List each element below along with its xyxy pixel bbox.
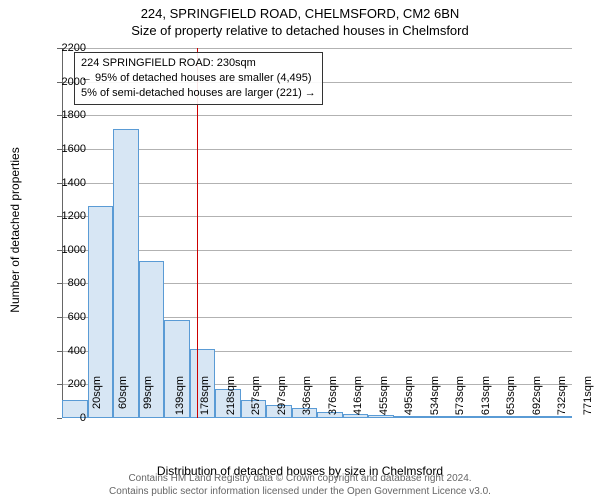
footer-line1: Contains HM Land Registry data © Crown c… xyxy=(0,472,600,485)
xtick-label: 653sqm xyxy=(505,376,517,415)
xtick-label: 99sqm xyxy=(142,376,154,409)
annotation-line3: 5% of semi-detached houses are larger (2… xyxy=(81,86,316,101)
gridline xyxy=(62,115,572,116)
histogram-bar xyxy=(368,415,394,418)
histogram-bar xyxy=(547,416,573,418)
xtick-label: 732sqm xyxy=(556,376,568,415)
xtick-label: 60sqm xyxy=(117,376,129,409)
gridline xyxy=(62,149,572,150)
gridline xyxy=(62,183,572,184)
xtick-label: 218sqm xyxy=(225,376,237,415)
gridline xyxy=(62,250,572,251)
footer-line2: Contains public sector information licen… xyxy=(0,485,600,498)
xtick-label: 455sqm xyxy=(378,376,390,415)
ytick-label: 600 xyxy=(46,311,86,323)
xtick-label: 297sqm xyxy=(276,376,288,415)
ytick-label: 2200 xyxy=(46,42,86,54)
xtick-label: 416sqm xyxy=(352,376,364,415)
histogram-bar xyxy=(113,129,139,418)
histogram-bar xyxy=(521,416,547,418)
ytick-label: 400 xyxy=(46,345,86,357)
page-title-line2: Size of property relative to detached ho… xyxy=(0,21,600,42)
xtick-label: 613sqm xyxy=(480,376,492,415)
xtick-label: 139sqm xyxy=(174,376,186,415)
histogram-bar xyxy=(470,416,496,418)
histogram-bar xyxy=(445,416,471,418)
ytick-label: 1000 xyxy=(46,244,86,256)
chart-plot-area: 224 SPRINGFIELD ROAD: 230sqm ← 95% of de… xyxy=(62,48,572,418)
annotation-box: 224 SPRINGFIELD ROAD: 230sqm ← 95% of de… xyxy=(74,52,323,105)
xtick-label: 257sqm xyxy=(250,376,262,415)
ytick-label: 800 xyxy=(46,277,86,289)
xtick-label: 771sqm xyxy=(582,376,594,415)
xtick-label: 376sqm xyxy=(327,376,339,415)
xtick-label: 178sqm xyxy=(199,376,211,415)
histogram-bar xyxy=(496,416,522,418)
xtick-label: 534sqm xyxy=(429,376,441,415)
y-axis-label: Number of detached properties xyxy=(8,147,22,312)
ytick-label: 0 xyxy=(46,412,86,424)
ytick-label: 2000 xyxy=(46,76,86,88)
xtick-label: 20sqm xyxy=(91,376,103,409)
footer: Contains HM Land Registry data © Crown c… xyxy=(0,472,600,498)
histogram-bar xyxy=(394,416,420,418)
page-title-line1: 224, SPRINGFIELD ROAD, CHELMSFORD, CM2 6… xyxy=(0,0,600,21)
xtick-label: 573sqm xyxy=(454,376,466,415)
ytick-label: 1200 xyxy=(46,210,86,222)
ytick-label: 200 xyxy=(46,378,86,390)
xtick-label: 336sqm xyxy=(301,376,313,415)
ytick-label: 1600 xyxy=(46,143,86,155)
annotation-line1: 224 SPRINGFIELD ROAD: 230sqm xyxy=(81,56,316,71)
gridline xyxy=(62,48,572,49)
histogram-bar xyxy=(419,416,445,418)
ytick-label: 1800 xyxy=(46,109,86,121)
gridline xyxy=(62,216,572,217)
xtick-label: 692sqm xyxy=(531,376,543,415)
annotation-line2: ← 95% of detached houses are smaller (4,… xyxy=(81,71,316,86)
xtick-label: 495sqm xyxy=(403,376,415,415)
ytick-label: 1400 xyxy=(46,177,86,189)
